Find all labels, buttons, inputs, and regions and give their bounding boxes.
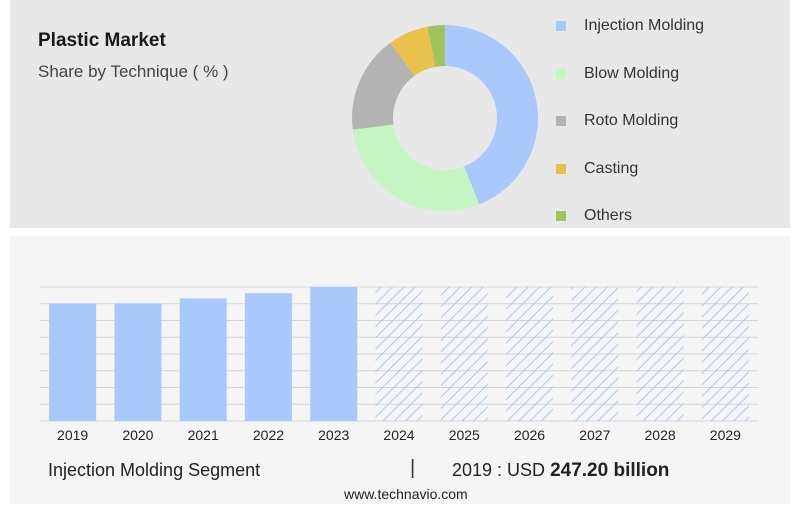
forecast-bar-2029 [701,287,749,421]
x-tick-label: 2023 [318,427,349,443]
bar-2022 [244,293,292,421]
footer-separator: | [410,457,416,479]
bar-2023 [310,287,358,421]
chart-title: Plastic Market [38,30,166,51]
x-tick-label: 2025 [449,427,480,443]
x-tick-label: 2019 [57,427,88,443]
forecast-bar-2027 [571,287,619,421]
legend-item: Casting [556,157,704,181]
footer-segment-label: Injection Molding Segment [48,460,261,480]
x-tick-label: 2020 [122,427,153,443]
forecast-bar-2024 [375,287,423,421]
donut-slice-casting [390,26,436,76]
bar-2020 [114,303,162,421]
legend-item: Roto Molding [556,109,704,133]
forecast-bar-2025 [440,287,488,421]
x-tick-label: 2022 [253,427,284,443]
forecast-bar-2026 [506,287,554,421]
legend-swatch [556,211,566,221]
legend: Injection Molding Blow Molding Roto Moldin… [556,14,704,252]
bar-2019 [49,303,97,421]
legend-label: Roto Molding [584,112,679,129]
x-tick-label: 2029 [710,427,741,443]
footer-value-amount: 247.20 billion [550,460,670,481]
x-tick-label: 2021 [188,427,219,443]
legend-label: Injection Molding [584,17,705,34]
donut-slice-roto-molding [352,42,415,130]
source-link[interactable]: www.technavio.com [344,486,468,502]
legend-label: Others [584,207,633,224]
donut-slice-others [427,25,445,67]
legend-item: Others [556,204,704,228]
x-tick-label: 2026 [514,427,545,443]
legend-item: Blow Molding [556,62,704,86]
x-tick-label: 2028 [645,427,676,443]
forecast-bar-2028 [636,287,684,421]
legend-swatch [556,68,566,79]
legend-label: Blow Molding [584,64,680,82]
x-tick-label: 2024 [383,427,414,443]
chart-subtitle: Share by Technique ( % ) [38,62,229,81]
donut-chart [352,25,538,211]
donut-slice-injection-molding [445,25,538,205]
legend-swatch [556,116,566,126]
legend-label: Casting [584,159,639,177]
footer-value-prefix: 2019 : USD [452,460,546,480]
x-tick-label: 2027 [579,427,610,443]
bar-2021 [179,298,227,421]
legend-swatch [556,21,566,31]
footer-value: 2019 : USD 247.20 billion [452,460,669,482]
legend-swatch [556,163,566,174]
donut-slice-blow-molding [352,124,480,211]
legend-item: Injection Molding [556,14,704,38]
